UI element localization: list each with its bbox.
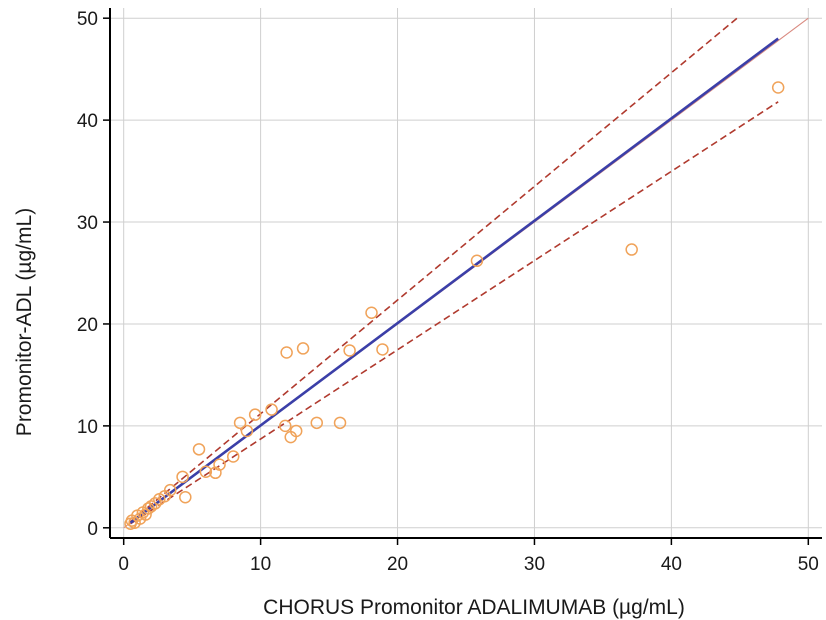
y-tick-label: 20	[77, 315, 98, 336]
data-point	[179, 490, 192, 504]
data-point	[240, 424, 254, 438]
data-point	[343, 344, 356, 357]
data-point	[265, 403, 278, 416]
data-point	[771, 81, 785, 94]
data-point	[199, 465, 213, 478]
data-point	[163, 483, 177, 497]
line-series	[123, 17, 809, 529]
x-tick-label: 20	[387, 554, 408, 575]
y-tick-label: 0	[87, 519, 98, 540]
x-tick-label: 40	[661, 554, 682, 575]
data-point	[289, 424, 303, 438]
grid	[110, 8, 822, 538]
data-point	[296, 342, 310, 355]
lower-confidence-line	[130, 101, 779, 525]
data-point	[470, 254, 484, 268]
x-tick-label: 50	[798, 554, 819, 575]
data-point	[226, 450, 240, 463]
y-axis-label: Promonitor-ADL (µg/mL)	[13, 208, 36, 436]
data-point	[365, 306, 378, 319]
x-tick-label: 0	[118, 554, 129, 575]
regression-line	[129, 37, 779, 524]
data-point	[310, 416, 324, 430]
data-point	[176, 470, 189, 484]
x-tick-label: 10	[250, 554, 271, 575]
data-point	[280, 346, 293, 359]
y-tick-label: 50	[77, 9, 98, 30]
x-tick-label: 30	[524, 554, 545, 575]
data-point	[233, 416, 247, 430]
data-point	[148, 497, 162, 510]
data-point	[192, 443, 206, 456]
y-tick-label: 10	[77, 417, 98, 438]
y-tick-label: 40	[77, 111, 98, 132]
data-point	[376, 343, 389, 356]
data-point	[213, 458, 226, 471]
scatter-points	[124, 81, 785, 530]
y-tick-label: 30	[77, 213, 98, 234]
data-point	[248, 408, 262, 421]
data-point	[279, 419, 292, 433]
data-point	[625, 243, 638, 256]
tick-labels: 0 10 20 30 40 50 0 10 20 30 40 50	[77, 9, 819, 575]
axes	[103, 8, 822, 545]
upper-confidence-line	[130, 17, 738, 523]
data-point	[333, 416, 347, 430]
x-axis-label: CHORUS Promonitor ADALIMUMAB (µg/mL)	[263, 596, 685, 619]
